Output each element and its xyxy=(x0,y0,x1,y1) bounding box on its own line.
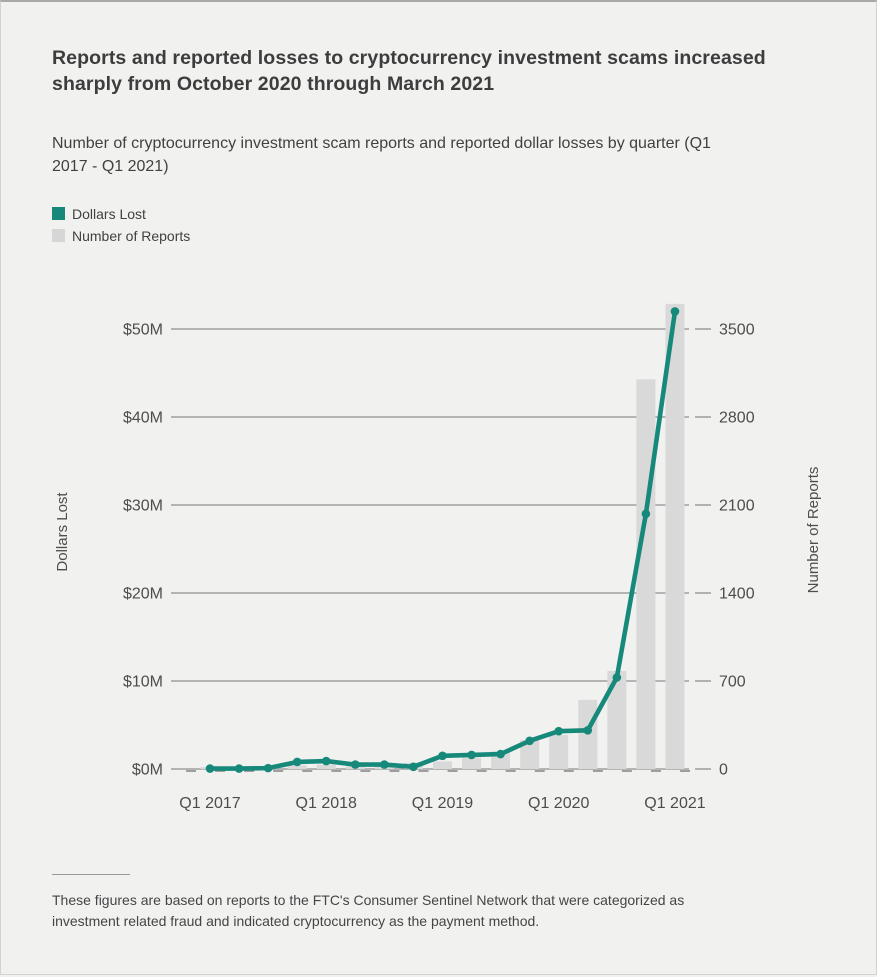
left-axis-tick-label: $50M xyxy=(123,322,163,339)
right-axis-tick-label: 700 xyxy=(719,674,746,691)
footnote-text: These figures are based on reports to th… xyxy=(52,892,685,929)
x-axis-label: Q1 2021 xyxy=(644,795,705,812)
report-bar xyxy=(287,765,307,769)
left-axis-tick-label: $30M xyxy=(123,498,163,515)
line-point xyxy=(292,757,302,767)
report-bar xyxy=(229,766,249,769)
left-axis-tick-label: $40M xyxy=(123,410,163,427)
line-point xyxy=(496,749,505,759)
number-of-reports-swatch-icon xyxy=(52,229,65,243)
line-point xyxy=(438,751,447,761)
line-point xyxy=(612,673,622,682)
dollars-lost-swatch-icon xyxy=(52,207,65,221)
line-point xyxy=(670,307,680,316)
legend-label: Dollars Lost xyxy=(72,205,146,222)
report-bar xyxy=(491,751,511,769)
line-point xyxy=(409,762,418,772)
line-point xyxy=(641,509,651,519)
report-bar xyxy=(403,762,423,769)
legend-item-number-of-reports: Number of Reports xyxy=(52,227,812,244)
report-bar xyxy=(345,763,365,769)
line-point xyxy=(467,750,476,760)
line-point xyxy=(525,736,534,746)
line-point xyxy=(380,760,389,769)
report-bar xyxy=(316,764,336,769)
left-axis-tick-label: $10M xyxy=(123,674,163,691)
chart-footer: These figures are based on reports to th… xyxy=(52,874,772,931)
line-point xyxy=(234,764,244,773)
line-point xyxy=(263,763,273,773)
left-axis-tick-label: $20M xyxy=(123,586,163,603)
legend-item-dollars-lost: Dollars Lost xyxy=(52,205,812,222)
report-bar xyxy=(432,761,452,769)
report-bar xyxy=(258,765,278,769)
right-axis-tick-label: 2100 xyxy=(719,498,755,515)
line-point xyxy=(205,764,215,773)
left-axis-tick-label: $0M xyxy=(132,762,163,779)
footnote-rule xyxy=(52,874,130,875)
line-point xyxy=(554,726,564,736)
chart-subtitle: Number of cryptocurrency investment scam… xyxy=(52,135,711,175)
page-title: Reports and reported losses to cryptocur… xyxy=(52,47,766,95)
x-axis-label: Q1 2017 xyxy=(179,795,240,812)
x-axis-label: Q1 2019 xyxy=(412,795,473,812)
report-bar xyxy=(462,757,482,769)
line-point xyxy=(351,760,360,769)
left-axis-title: Dollars Lost xyxy=(54,492,71,572)
right-axis-tick-label: 0 xyxy=(719,762,728,779)
report-bar xyxy=(665,303,685,769)
report-bar xyxy=(374,763,394,769)
dollars-lost-line xyxy=(207,309,678,771)
chart-legend: Dollars Lost Number of Reports xyxy=(52,205,812,244)
right-axis-title: Number of Reports xyxy=(805,467,822,594)
right-axis-tick-label: 3500 xyxy=(719,322,755,339)
report-bar xyxy=(578,699,598,769)
line-point xyxy=(321,756,331,766)
report-bar xyxy=(549,735,569,769)
right-axis-tick-label: 1400 xyxy=(719,586,755,603)
report-bar xyxy=(520,740,540,769)
report-bar xyxy=(607,670,627,769)
report-bar xyxy=(200,767,220,769)
report-bar xyxy=(636,379,656,769)
x-axis-label: Q1 2018 xyxy=(296,795,357,812)
legend-label: Number of Reports xyxy=(72,227,191,244)
right-axis-tick-label: 2800 xyxy=(719,410,755,427)
x-axis-label: Q1 2020 xyxy=(528,795,589,812)
line-point xyxy=(583,725,593,735)
chart-header: Reports and reported losses to cryptocur… xyxy=(52,46,812,249)
